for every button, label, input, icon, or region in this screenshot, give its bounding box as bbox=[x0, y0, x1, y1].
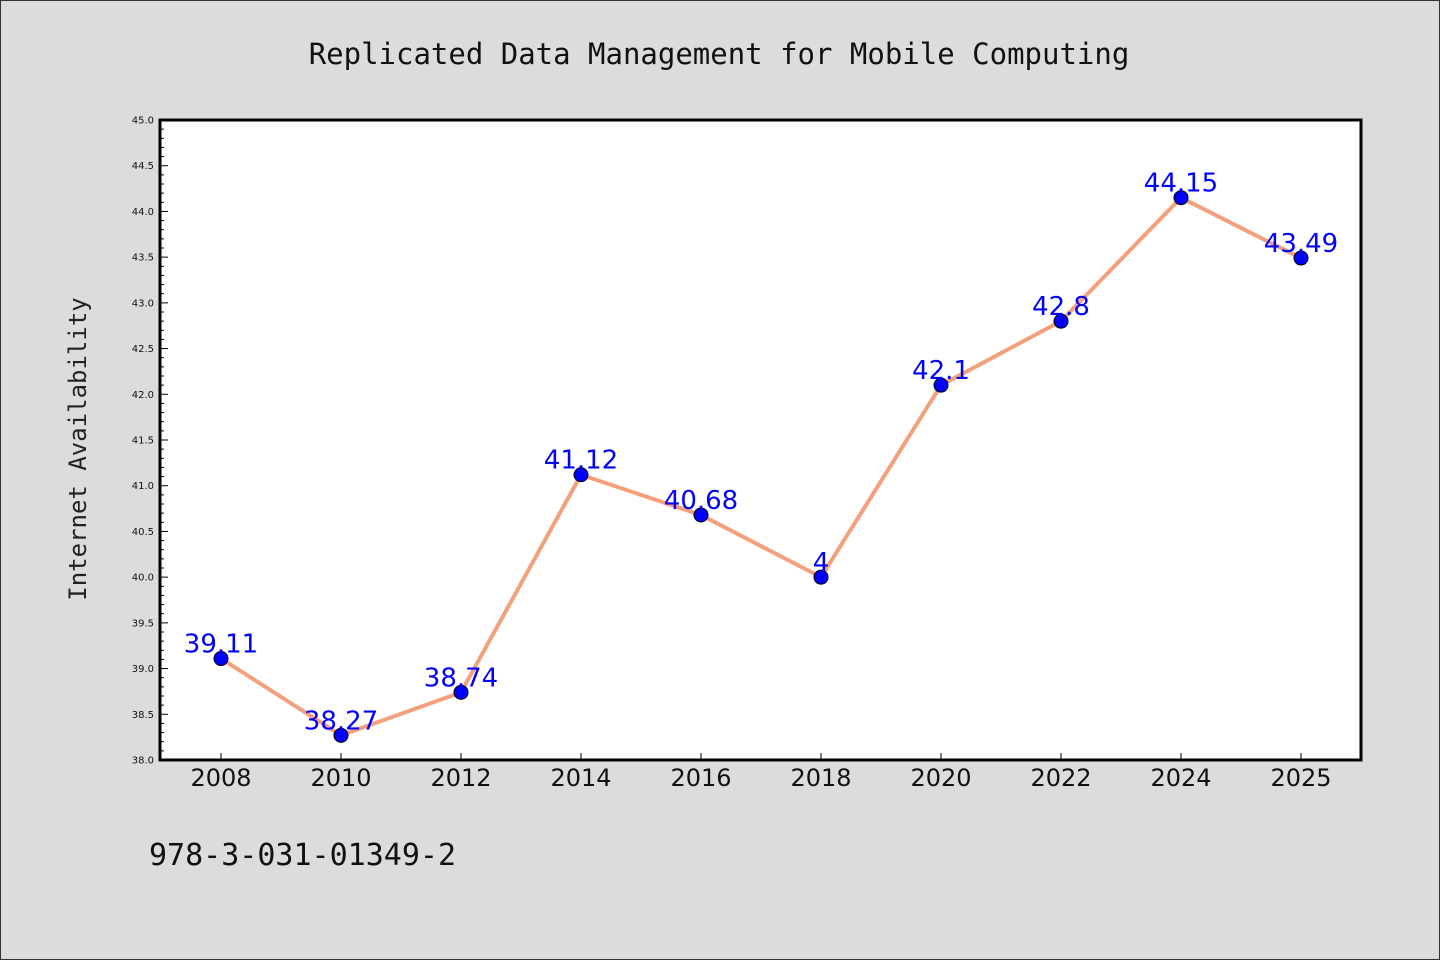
x-tick-label: 2012 bbox=[430, 764, 491, 792]
data-label: 38.27 bbox=[304, 706, 378, 736]
chart-title: Replicated Data Management for Mobile Co… bbox=[309, 37, 1130, 71]
x-tick-label: 2024 bbox=[1150, 764, 1211, 792]
x-tick-label: 2010 bbox=[310, 764, 371, 792]
y-tick-label: 43.0 bbox=[132, 298, 154, 309]
y-axis: 38.0 38.5 39.0 39.5 40.0 40.5 41.0 41.5 42.0 42.5… bbox=[132, 116, 168, 767]
data-label: 42.8 bbox=[1032, 292, 1090, 322]
plot-area bbox=[158, 118, 1363, 762]
y-tick-label: 40.0 bbox=[132, 573, 154, 584]
data-point bbox=[813, 569, 829, 585]
x-tick-label: 2022 bbox=[1030, 764, 1091, 792]
data-point bbox=[333, 727, 349, 743]
data-point bbox=[693, 507, 709, 523]
data-point bbox=[1173, 190, 1189, 206]
y-tick-label: 38.5 bbox=[132, 710, 154, 721]
data-point bbox=[213, 651, 229, 667]
y-tick-label: 39.0 bbox=[132, 664, 154, 675]
y-tick-label: 45.0 bbox=[132, 116, 154, 127]
x-tick-label: 2025 bbox=[1270, 764, 1331, 792]
data-point bbox=[573, 467, 589, 483]
data-label: 41.12 bbox=[544, 446, 618, 476]
data-point bbox=[1293, 250, 1309, 266]
y-tick-label: 40.5 bbox=[132, 527, 154, 538]
data-point bbox=[1053, 313, 1069, 329]
data-label: 40.68 bbox=[664, 486, 738, 516]
data-label: 4 bbox=[813, 548, 830, 578]
x-tick-label: 2016 bbox=[670, 764, 731, 792]
data-point bbox=[453, 684, 469, 700]
y-tick-label: 39.5 bbox=[132, 618, 154, 629]
data-label: 39.11 bbox=[184, 630, 258, 660]
y-tick-label: 44.5 bbox=[132, 161, 154, 172]
x-axis: 2008 2010 2012 2014 2016 2018 2020 2022 2024 2025 bbox=[190, 753, 1332, 792]
x-tick-label: 2014 bbox=[550, 764, 611, 792]
data-label: 38.74 bbox=[424, 663, 498, 693]
data-label: 43.49 bbox=[1264, 229, 1338, 259]
y-tick-label: 41.5 bbox=[132, 436, 154, 447]
y-tick-label: 41.0 bbox=[132, 481, 154, 492]
data-point bbox=[933, 377, 949, 393]
y-tick-label: 42.5 bbox=[132, 344, 154, 355]
data-label: 42.1 bbox=[912, 356, 970, 386]
y-tick-label: 38.0 bbox=[132, 756, 154, 767]
y-axis-label: Internet Availability bbox=[64, 297, 92, 600]
x-tick-label: 2008 bbox=[190, 764, 251, 792]
isbn-footer: 978-3-031-01349-2 bbox=[149, 838, 456, 873]
series-line bbox=[219, 195, 1302, 738]
x-tick-label: 2018 bbox=[790, 764, 851, 792]
x-tick-label: 2020 bbox=[910, 764, 971, 792]
series-group: 39.11 38.27 38.74 41.12 40.68 4 42.1 42.8 44.15 4… bbox=[184, 169, 1338, 743]
y-tick-label: 43.5 bbox=[132, 253, 154, 264]
data-label: 44.15 bbox=[1144, 169, 1218, 199]
y-tick-label: 44.0 bbox=[132, 207, 154, 218]
y-tick-label: 42.0 bbox=[132, 390, 154, 401]
